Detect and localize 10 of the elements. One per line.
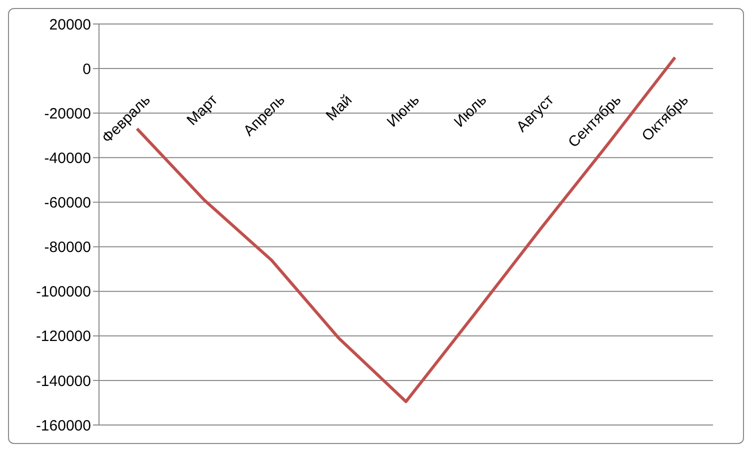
- y-tick-label: -160000: [36, 417, 91, 434]
- y-tick-label: -40000: [44, 150, 91, 167]
- y-tick-label: -20000: [44, 105, 91, 122]
- y-tick-label: -80000: [44, 239, 91, 256]
- y-tick-label: 20000: [49, 16, 91, 34]
- y-tick-label: 0: [82, 60, 91, 78]
- y-tick-label: -100000: [36, 284, 91, 301]
- y-tick-label: -60000: [44, 194, 91, 212]
- y-tick-label: -120000: [36, 328, 91, 346]
- y-tick-label: -140000: [36, 372, 91, 390]
